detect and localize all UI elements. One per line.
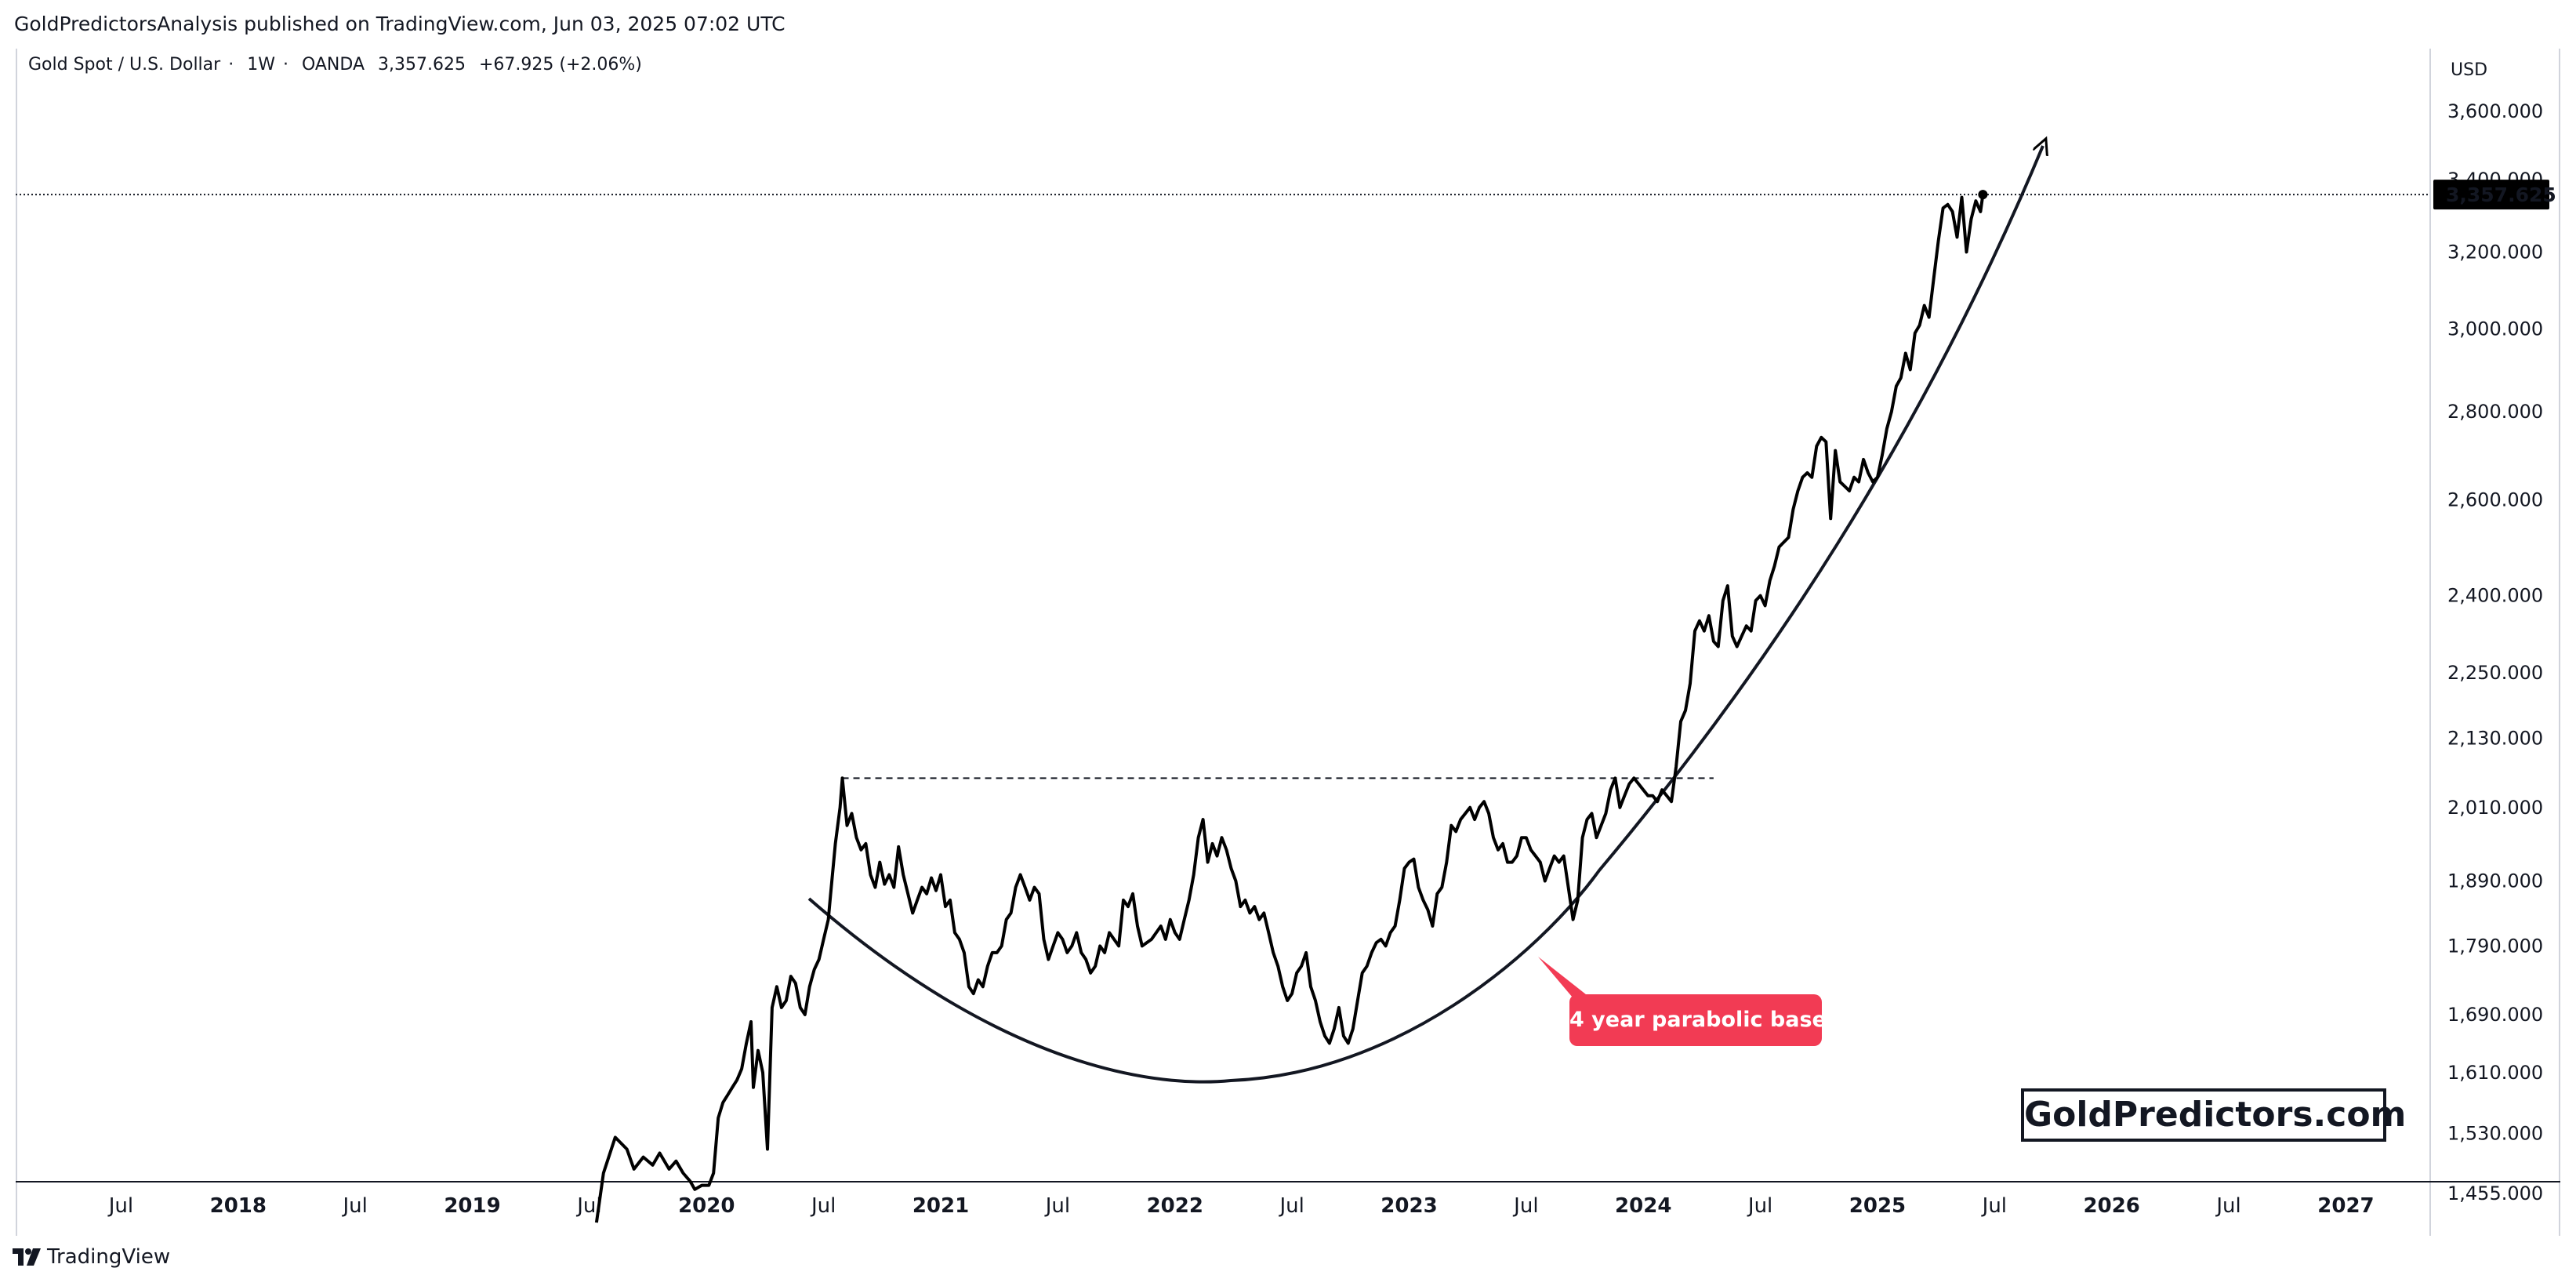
x-tick-label: Jul <box>1512 1194 1538 1218</box>
legend-change: +67.925 (+2.06%) <box>478 55 642 74</box>
parabolic-base-curve[interactable] <box>807 146 2043 1084</box>
y-tick-label: 3,600.000 <box>2447 100 2543 122</box>
y-tick-label: 1,610.000 <box>2447 1062 2543 1084</box>
top-bar: GoldPredictorsAnalysis published on Trad… <box>0 0 2576 49</box>
y-tick-label: 1,890.000 <box>2447 870 2543 892</box>
last-price-tag: 3,357.625 <box>2433 180 2556 210</box>
y-tick-label: 1,790.000 <box>2447 935 2543 957</box>
callout-pointer <box>1538 957 1590 997</box>
last-price-tag-label: 3,357.625 <box>2446 183 2556 206</box>
y-tick-label: 3,200.000 <box>2447 241 2543 263</box>
currency-label: USD <box>2451 60 2487 80</box>
x-tick-label: 2019 <box>444 1194 500 1218</box>
x-tick-label: Jul <box>1278 1194 1304 1218</box>
y-tick-label: 2,250.000 <box>2447 662 2543 684</box>
x-tick-label: 2025 <box>1849 1194 1906 1218</box>
published-info: GoldPredictorsAnalysis published on Trad… <box>14 13 785 35</box>
annotation-callout[interactable]: 4 year parabolic base <box>1569 994 1827 1046</box>
x-tick-label: Jul <box>2215 1194 2240 1218</box>
y-tick-label: 2,400.000 <box>2447 585 2543 607</box>
last-price-dot <box>1978 190 1988 200</box>
x-tick-label: Jul <box>107 1194 133 1218</box>
series-line[interactable] <box>594 194 1985 1223</box>
y-tick-label: 2,010.000 <box>2447 797 2543 819</box>
x-tick-label: 2026 <box>2084 1194 2140 1218</box>
watermark-logo: GoldPredictors.com <box>2021 1088 2406 1142</box>
y-tick-label: 1,690.000 <box>2447 1004 2543 1026</box>
y-tick-label: 2,800.000 <box>2447 401 2543 423</box>
x-tick-label: 2022 <box>1147 1194 1203 1218</box>
y-tick-label: 1,530.000 <box>2447 1122 2543 1144</box>
interval-separator: · <box>228 55 234 74</box>
exchange-separator: · <box>282 55 288 74</box>
tradingview-branding[interactable]: TradingView <box>13 1245 170 1269</box>
x-tick-label: Jul <box>1981 1194 2007 1218</box>
brand-name: TradingView <box>47 1245 171 1269</box>
x-tick-label: 2018 <box>210 1194 267 1218</box>
tradingview-logo-icon <box>13 1248 41 1266</box>
y-tick-label: 2,130.000 <box>2447 727 2543 749</box>
time-axis[interactable]: Jul 2018 Jul 2019 Jul 2020 Jul 2021 Jul 2022 Jul 20… <box>107 1194 2375 1218</box>
x-tick-label: 2021 <box>912 1194 969 1218</box>
x-tick-label: 2024 <box>1615 1194 1671 1218</box>
x-tick-label: Jul <box>1747 1194 1772 1218</box>
x-tick-label: 2023 <box>1381 1194 1437 1218</box>
x-tick-label: Jul <box>810 1194 836 1218</box>
x-tick-label: Jul <box>341 1194 367 1218</box>
exchange: OANDA <box>301 55 365 74</box>
y-tick-label: 3,000.000 <box>2447 318 2543 340</box>
symbol-legend[interactable]: Gold Spot / U.S. Dollar · 1W · OANDA 3,357… <box>28 55 650 74</box>
x-tick-label: Jul <box>1044 1194 1070 1218</box>
chart-pane[interactable] <box>16 49 2560 1236</box>
legend-price: 3,357.625 <box>378 55 466 74</box>
y-tick-label: 1,455.000 <box>2447 1182 2543 1204</box>
y-tick-label: 2,600.000 <box>2447 489 2543 511</box>
interval: 1W <box>247 55 275 74</box>
x-tick-label: 2020 <box>678 1194 735 1218</box>
price-axis[interactable]: 3,600.0003,400.0003,200.0003,000.0002,80… <box>2447 100 2543 1204</box>
symbol-name: Gold Spot / U.S. Dollar <box>28 55 221 74</box>
x-tick-label: 2027 <box>2317 1194 2374 1218</box>
